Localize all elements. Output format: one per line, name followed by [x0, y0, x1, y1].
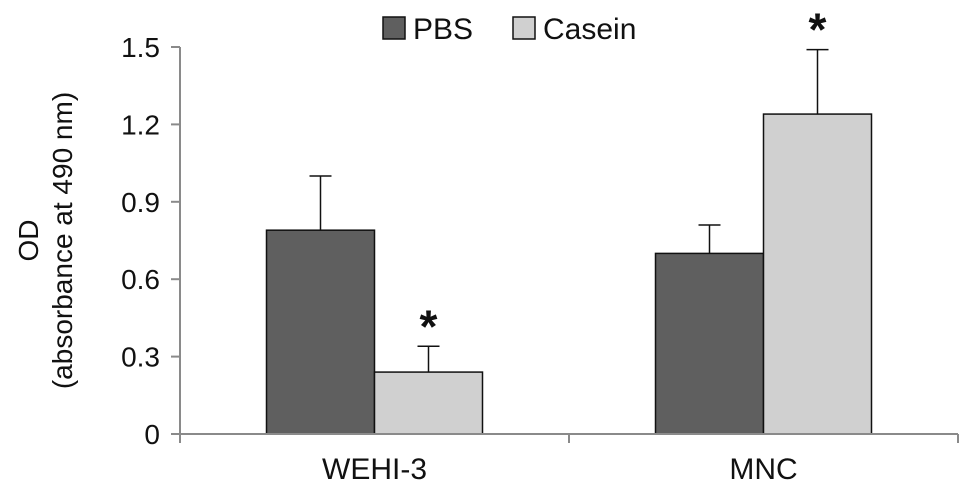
y-axis-title-line1: OD	[13, 220, 44, 262]
legend-swatch-casein	[512, 16, 536, 40]
bar-casein-mnc	[762, 113, 873, 435]
y-tick-label: 1.5	[121, 32, 160, 63]
y-tick-label: 0.9	[121, 187, 160, 218]
bar-casein-wehi-3	[373, 371, 484, 435]
legend-label-casein: Casein	[543, 13, 636, 46]
axes	[179, 47, 959, 443]
y-axis-ticks: 0 0.3 0.6 0.9 1.2 1.5	[121, 32, 180, 450]
significance-marks: **	[420, 4, 827, 353]
bar-pbs-mnc	[654, 252, 765, 435]
category-labels: WEHI-3 MNC	[322, 453, 798, 486]
bars	[265, 113, 873, 435]
y-axis-title: OD (absorbance at 490 nm)	[13, 92, 78, 389]
bar-pbs-wehi-3	[265, 229, 376, 435]
y-tick-label: 0.3	[121, 342, 160, 373]
category-label: WEHI-3	[322, 453, 427, 486]
significance-asterisk: *	[809, 4, 827, 56]
y-tick-label: 1.2	[121, 109, 160, 140]
legend-label-pbs: PBS	[413, 13, 473, 46]
y-tick-label: 0	[144, 419, 160, 450]
legend: PBS Casein	[382, 13, 636, 46]
category-label: MNC	[729, 453, 797, 486]
significance-asterisk: *	[420, 300, 438, 352]
legend-swatch-pbs	[382, 16, 406, 40]
y-tick-label: 0.6	[121, 264, 160, 295]
y-axis-title-line2: (absorbance at 490 nm)	[47, 92, 78, 389]
error-bars	[309, 48, 829, 373]
